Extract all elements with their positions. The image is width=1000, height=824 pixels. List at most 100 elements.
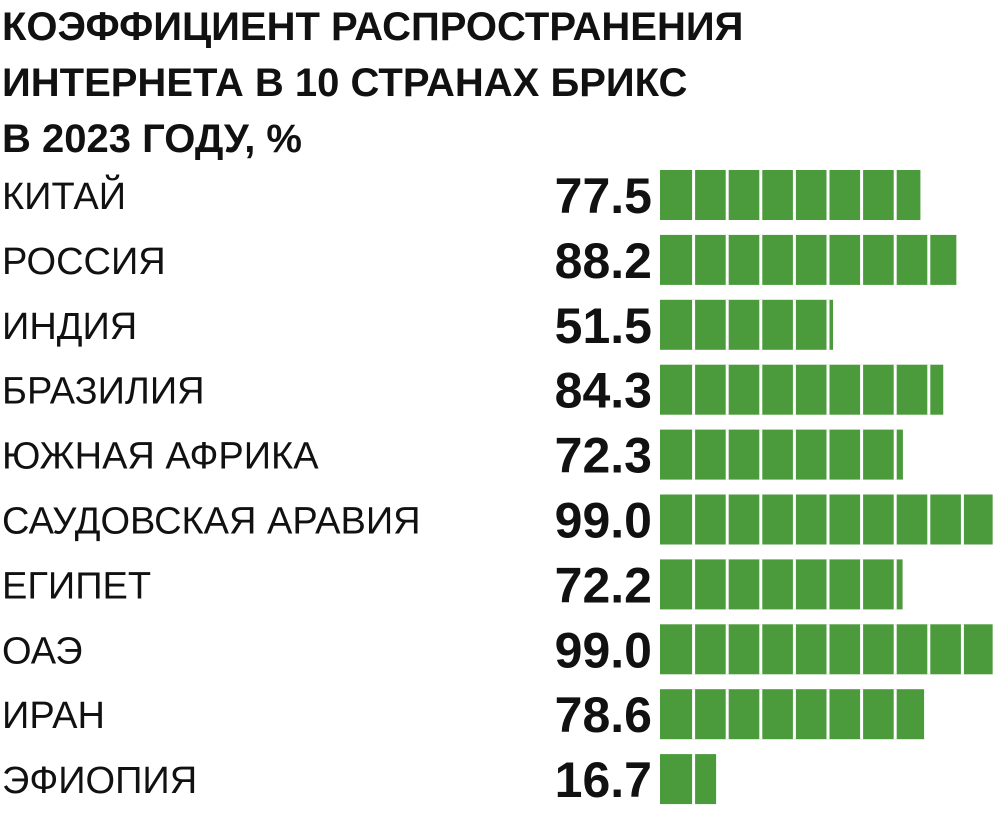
bar-divider (759, 299, 763, 350)
bar (660, 429, 903, 480)
value-label: 99.0 (555, 622, 652, 678)
value-label: 77.5 (555, 168, 652, 224)
bar-divider (792, 429, 796, 480)
bar-divider (692, 624, 696, 675)
bar-divider (826, 299, 830, 350)
bar-divider (725, 170, 729, 220)
bar-divider (960, 624, 964, 675)
bar-divider (759, 494, 763, 545)
bar (660, 559, 903, 610)
bar-divider (960, 494, 964, 545)
bar-divider (725, 429, 729, 480)
value-label: 51.5 (555, 298, 652, 354)
category-label: БРАЗИЛИЯ (2, 371, 205, 413)
value-label: 78.6 (555, 687, 652, 743)
bar-divider (860, 689, 864, 740)
bar-divider (692, 364, 696, 415)
bar-divider (893, 234, 897, 285)
value-label: 16.7 (555, 752, 652, 808)
bar-divider (725, 234, 729, 285)
bar-divider (759, 689, 763, 740)
bar (660, 624, 993, 675)
bar-divider (826, 559, 830, 610)
bar-divider (860, 364, 864, 415)
bar-divider (860, 559, 864, 610)
bar-divider (792, 364, 796, 415)
bar (660, 364, 944, 415)
value-label: 72.2 (555, 557, 652, 613)
bar-divider (692, 754, 696, 805)
bar-divider (692, 234, 696, 285)
bar-divider (860, 170, 864, 220)
bar-divider (826, 429, 830, 480)
bar-divider (860, 234, 864, 285)
bar-divider (927, 364, 931, 415)
bar (660, 234, 957, 285)
category-label: ОАЭ (2, 630, 83, 672)
bar-divider (692, 494, 696, 545)
bar-divider (826, 689, 830, 740)
bar-divider (725, 689, 729, 740)
category-label: ЮЖНАЯ АФРИКА (2, 436, 319, 478)
bar-divider (893, 494, 897, 545)
bar-divider (759, 364, 763, 415)
bar-divider (759, 624, 763, 675)
bar-divider (860, 429, 864, 480)
bar (660, 754, 717, 805)
bar-divider (792, 559, 796, 610)
bar-divider (692, 689, 696, 740)
bar-divider (893, 170, 897, 220)
value-label: 84.3 (555, 363, 652, 419)
bar-divider (792, 494, 796, 545)
bar-divider (927, 234, 931, 285)
bar-divider (725, 624, 729, 675)
bar-divider (725, 494, 729, 545)
bar-divider (725, 364, 729, 415)
bar-divider (692, 299, 696, 350)
chart-title: КОЭФФИЦИЕНТ РАСПРОСТРАНЕНИЯ (2, 5, 743, 49)
category-label: САУДОВСКАЯ АРАВИЯ (2, 501, 421, 543)
bar-divider (692, 429, 696, 480)
bar (660, 170, 921, 220)
bar-divider (826, 364, 830, 415)
bar-divider (725, 559, 729, 610)
bar-divider (692, 170, 696, 220)
bar-divider (792, 170, 796, 220)
category-label: ЭФИОПИЯ (2, 760, 197, 802)
bar-divider (927, 624, 931, 675)
bar-divider (893, 364, 897, 415)
bar-divider (893, 689, 897, 740)
bar-divider (692, 559, 696, 610)
bar-divider (927, 494, 931, 545)
category-label: ЕГИПЕТ (2, 565, 151, 607)
chart-title: ИНТЕРНЕТА В 10 СТРАНАХ БРИКС (2, 61, 687, 105)
bar-divider (759, 429, 763, 480)
category-label: ИНДИЯ (2, 306, 137, 348)
bar-divider (759, 234, 763, 285)
bar-divider (792, 299, 796, 350)
bar-divider (792, 234, 796, 285)
bar-divider (792, 624, 796, 675)
chart-title: В 2023 ГОДУ, % (2, 117, 302, 161)
bar-divider (725, 299, 729, 350)
value-label: 72.3 (555, 428, 652, 484)
bar-divider (893, 624, 897, 675)
bar (660, 299, 834, 350)
bar-divider (826, 234, 830, 285)
bar-divider (826, 624, 830, 675)
value-label: 99.0 (555, 493, 652, 549)
category-label: ИРАН (2, 695, 105, 737)
bar-divider (759, 170, 763, 220)
bar-divider (826, 170, 830, 220)
bar-divider (826, 494, 830, 545)
bar-divider (893, 429, 897, 480)
bar (660, 689, 925, 740)
bar-divider (792, 689, 796, 740)
bar-divider (860, 624, 864, 675)
bar (660, 494, 993, 545)
value-label: 88.2 (555, 233, 652, 289)
bar-divider (759, 559, 763, 610)
category-label: РОССИЯ (2, 241, 166, 283)
bar-divider (893, 559, 897, 610)
